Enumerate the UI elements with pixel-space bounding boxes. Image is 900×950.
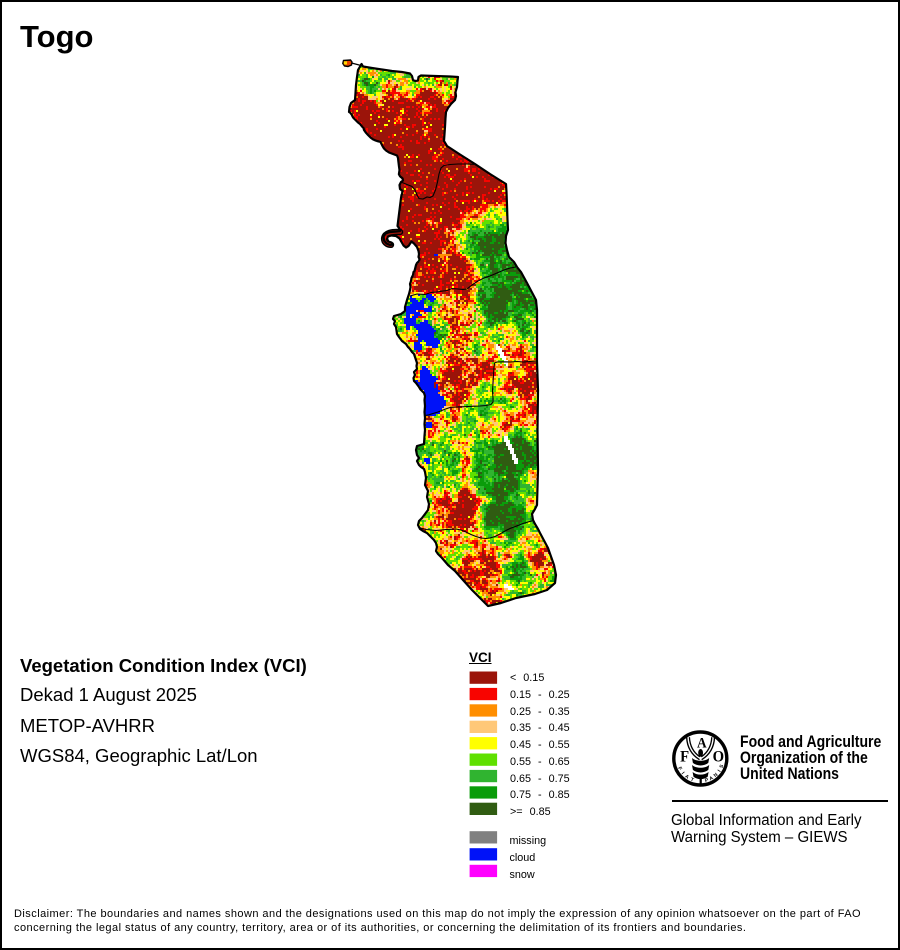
svg-text:A: A	[708, 775, 714, 782]
svg-text:F: F	[680, 748, 689, 766]
svg-text:S: S	[719, 763, 726, 769]
svg-text:N: N	[713, 772, 720, 779]
svg-text:P: P	[704, 777, 709, 784]
svg-text:F: F	[676, 766, 683, 771]
svg-text:I: I	[717, 768, 723, 773]
svg-text:I: I	[680, 771, 686, 776]
svg-text:T: T	[690, 777, 695, 784]
svg-text:A: A	[683, 774, 690, 781]
svg-text:A: A	[697, 736, 707, 752]
svg-text:O: O	[713, 748, 724, 766]
